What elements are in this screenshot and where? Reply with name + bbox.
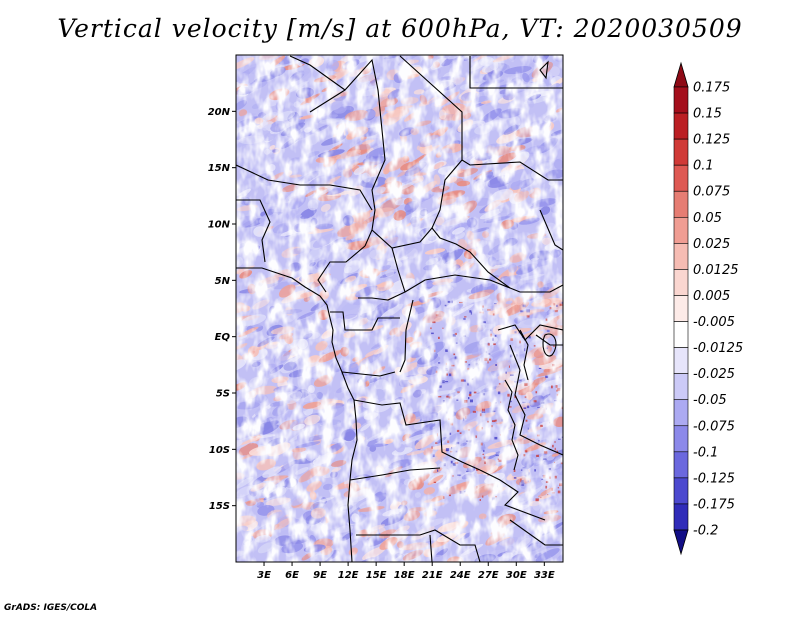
colorbar-swatch	[673, 295, 689, 322]
colorbar-swatch	[673, 269, 689, 296]
colorbar-label: 0.05	[693, 211, 722, 226]
colorbar-swatch	[673, 373, 689, 401]
lat-tick-label: 15N	[208, 163, 231, 174]
lat-tick-label: 15S	[209, 501, 230, 512]
colorbar-swatch	[673, 503, 689, 531]
lon-tick-label: 21E	[422, 570, 443, 581]
colorbar-label: 0.025	[693, 237, 730, 252]
border-line	[371, 227, 433, 249]
colorbar-label: 0.175	[693, 81, 730, 96]
border-line	[509, 519, 563, 546]
border-line	[539, 209, 563, 251]
colorbar-label: -0.0125	[693, 341, 743, 356]
border-line	[429, 534, 433, 562]
colorbar-label: 0.005	[693, 289, 730, 304]
colorbar-bottom-arrow	[673, 529, 689, 556]
border-line	[309, 89, 346, 113]
lat-tick-label: 10S	[209, 445, 230, 456]
lat-tick-label: 20N	[208, 107, 231, 118]
lon-tick-label: 24E	[450, 570, 471, 581]
colorbar-swatch	[673, 243, 689, 270]
colorbar-label: -0.05	[693, 393, 727, 408]
colorbar-swatch	[673, 347, 689, 374]
colorbar-label: -0.005	[693, 315, 735, 330]
border-line	[404, 274, 563, 293]
colorbar-swatch	[673, 477, 689, 505]
velocity-field	[236, 55, 563, 562]
colorbar-label: -0.1	[693, 445, 718, 460]
country-borders	[236, 55, 563, 562]
colorbar-label: -0.2	[693, 524, 718, 539]
colorbar-label: -0.175	[693, 497, 735, 512]
border-line	[236, 164, 373, 211]
lake-outline	[539, 60, 549, 80]
lon-tick-label: 15E	[366, 570, 387, 581]
colorbar-label: 0.125	[693, 133, 730, 148]
colorbar-top-arrow	[673, 61, 689, 88]
border-line	[353, 399, 481, 471]
lat-tick-label: 5N	[215, 276, 231, 287]
border-line	[399, 299, 414, 373]
colorbar-swatch	[673, 164, 689, 192]
chart-title: Vertical velocity [m/s] at 600hPa, VT: 2…	[57, 14, 743, 43]
lat-tick-label: 5S	[216, 389, 230, 400]
border-line	[461, 159, 563, 181]
colorbar-label: 0.1	[693, 159, 714, 174]
border-line	[341, 371, 396, 377]
colorbar-label: -0.125	[693, 471, 735, 486]
lon-tick-label: 33E	[534, 570, 555, 581]
border-line	[479, 469, 546, 521]
colorbar-swatch	[673, 112, 689, 140]
lat-tick-label: EQ	[215, 332, 231, 343]
latitude-axis: 20N 15N 10N 5N EQ 5S 10S 15S	[208, 107, 236, 512]
lon-tick-label: 12E	[338, 570, 359, 581]
lon-tick-label: 30E	[506, 570, 527, 581]
map-frame	[235, 54, 564, 563]
colorbar-label: -0.025	[693, 367, 735, 382]
colorbar-swatch	[673, 399, 689, 427]
lake-outline	[504, 379, 519, 471]
colorbar-swatch	[673, 451, 689, 479]
colorbar-label: 0.0125	[693, 263, 739, 278]
border-line	[236, 199, 271, 263]
lake-outline	[519, 329, 529, 381]
lake-outline	[542, 333, 557, 357]
border-line	[535, 334, 563, 346]
border-line	[356, 529, 481, 562]
lon-tick-label: 6E	[285, 570, 299, 581]
colorbar-swatch	[673, 86, 689, 114]
colorbar-swatch	[673, 216, 689, 244]
border-line	[469, 56, 563, 89]
grads-credit: GrADS: IGES/COLA	[4, 603, 98, 613]
border-line	[358, 247, 406, 301]
lat-tick-label: 10N	[208, 220, 231, 231]
colorbar-swatch	[673, 138, 689, 166]
border-line	[349, 467, 441, 481]
neutral-zone	[236, 55, 563, 562]
colorbar-label: 0.075	[693, 185, 730, 200]
colorbar-swatch	[673, 190, 689, 218]
colorbar-label: -0.075	[693, 419, 735, 434]
border-line	[509, 344, 563, 456]
longitude-axis: 3E 6E 9E 12E 15E 18E 21E 24E 27E 30E 33E	[257, 562, 555, 581]
colorbar-label: 0.15	[693, 107, 722, 122]
border-line	[317, 245, 366, 293]
lon-tick-label: 3E	[257, 570, 271, 581]
colorbar: 0.175 0.15 0.125 0.1 0.075 0.05 0.025 0.0125 0.0…	[673, 61, 743, 556]
border-line	[289, 55, 386, 247]
colorbar-swatch	[673, 321, 689, 348]
colorbar-swatch	[673, 425, 689, 453]
lon-tick-label: 18E	[394, 570, 415, 581]
lon-tick-label: 9E	[313, 570, 327, 581]
lon-tick-label: 27E	[478, 570, 499, 581]
border-line	[330, 311, 400, 331]
coastline	[236, 267, 358, 562]
